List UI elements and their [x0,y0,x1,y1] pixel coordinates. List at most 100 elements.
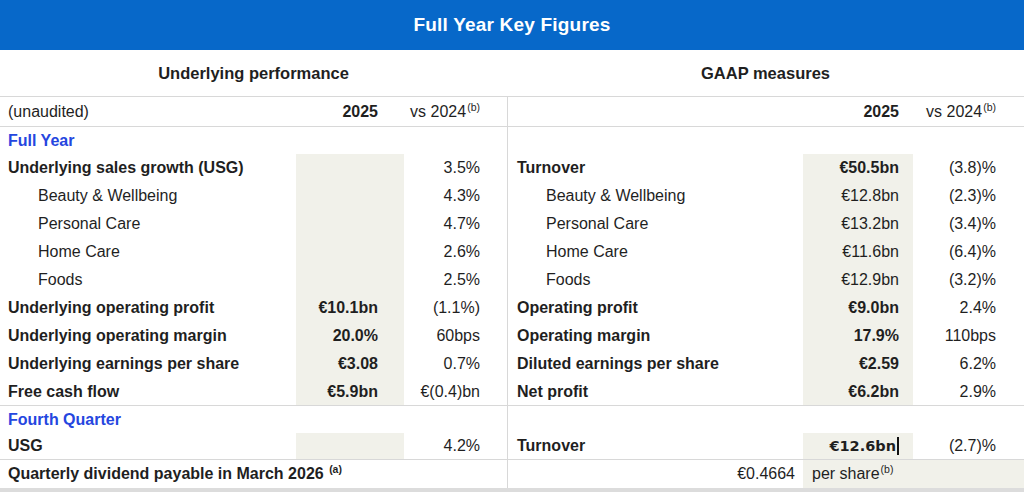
value-vs-2024: 60bps [404,322,507,350]
value-2025-cell [296,210,404,238]
section-spacer [803,406,913,433]
metric-label: Turnover [507,433,803,459]
value-2025-cell: €11.6bn [803,238,913,266]
table-bottom-border [0,488,1024,492]
value-vs-2024: 6.2% [913,350,1024,378]
value-vs-2024: 110bps [913,322,1024,350]
text-cursor [897,437,899,455]
metric-label: Beauty & Wellbeing [0,182,296,210]
value-2025-cell [296,238,404,266]
metric-label: USG [0,433,296,459]
value-2025-cell: €13.2bn [803,210,913,238]
metric-label: Personal Care [0,210,296,238]
section-spacer [913,127,1024,154]
table-row: Home Care 2.6% Home Care €11.6bn (6.4)% [0,238,1024,266]
section-row-fourth-quarter: Fourth Quarter [0,406,1024,433]
value-vs-2024: 2.6% [404,238,507,266]
section-spacer [913,406,1024,433]
metric-label: Home Care [0,238,296,266]
value-vs-2024: €(0.4)bn [404,378,507,405]
editable-value-2025-cell[interactable]: €12.6bn [803,433,913,459]
metric-label: Underlying operating margin [0,322,296,350]
value-2025-cell [296,154,404,182]
column-header-2025-left: 2025 [296,97,404,126]
table-row: Underlying earnings per share €3.08 0.7%… [0,350,1024,378]
dividend-unit: per share(b) [803,460,1024,488]
value-vs-2024: (2.3)% [913,182,1024,210]
value-vs-2024: 4.2% [404,433,507,459]
value-vs-2024: (1.1%) [404,294,507,322]
vs2024-text: vs 2024 [926,103,982,121]
section-title-fourth-quarter: Fourth Quarter [0,406,507,433]
page-title: Full Year Key Figures [413,14,610,36]
group-header-gaap: GAAP measures [507,64,1024,83]
key-figures-table: Full Year Key Figures Underlying perform… [0,0,1024,494]
value-2025-cell: €12.8bn [803,182,913,210]
column-header-vs2024-left: vs 2024(b) [404,97,507,126]
column-header-vs2024-right: vs 2024(b) [913,97,1024,126]
value-vs-2024: 2.4% [913,294,1024,322]
value-vs-2024: (2.7)% [913,433,1024,459]
table-row: Beauty & Wellbeing 4.3% Beauty & Wellbei… [0,182,1024,210]
value-2025-cell: €12.9bn [803,266,913,294]
value-vs-2024: (3.8)% [913,154,1024,182]
table-row: Underlying operating margin 20.0% 60bps … [0,322,1024,350]
metric-label: Underlying operating profit [0,294,296,322]
metric-label: Operating margin [507,322,803,350]
value-2025-cell: €5.9bn [296,378,404,405]
metric-label: Net profit [507,378,803,405]
table-row: Foods 2.5% Foods €12.9bn (3.2)% [0,266,1024,294]
dividend-row: Quarterly dividend payable in March 2026… [0,460,1024,488]
value-vs-2024: 4.7% [404,210,507,238]
table-row: Free cash flow €5.9bn €(0.4)bn Net profi… [0,378,1024,406]
value-2025-cell: €9.0bn [803,294,913,322]
section-spacer [803,127,913,154]
value-2025-cell [296,182,404,210]
section-spacer [507,406,803,433]
dividend-label: Quarterly dividend payable in March 2026… [0,460,507,488]
metric-label: Underlying sales growth (USG) [0,154,296,182]
table-row: Personal Care 4.7% Personal Care €13.2bn… [0,210,1024,238]
value-vs-2024: 2.9% [913,378,1024,405]
unaudited-label: (unaudited) [0,97,296,126]
value-2025-cell [296,433,404,459]
value-vs-2024: 2.5% [404,266,507,294]
value-2025-cell: €2.59 [803,350,913,378]
metric-label: Home Care [507,238,803,266]
vs2024-text: vs 2024 [410,103,466,121]
value-vs-2024: (6.4)% [913,238,1024,266]
dividend-unit-text: per share [812,465,880,483]
table-row: Underlying operating profit €10.1bn (1.1… [0,294,1024,322]
value-2025-cell: 17.9% [803,322,913,350]
edited-cell-value[interactable]: €12.6bn [829,438,896,454]
metric-label: Foods [507,266,803,294]
value-2025-cell: €6.2bn [803,378,913,405]
metric-label: Turnover [507,154,803,182]
metric-label: Beauty & Wellbeing [507,182,803,210]
value-vs-2024: (3.4)% [913,210,1024,238]
table-row: USG 4.2% Turnover €12.6bn (2.7)% [0,433,1024,460]
metric-label: Diluted earnings per share [507,350,803,378]
metric-label: Personal Care [507,210,803,238]
column-header-2025-right: 2025 [803,97,913,126]
value-vs-2024: 0.7% [404,350,507,378]
section-title-full-year: Full Year [0,127,507,154]
empty-header-cell [507,97,803,126]
table-header-row: (unaudited) 2025 vs 2024(b) 2025 vs 2024… [0,96,1024,127]
dividend-amount: €0.4664 [507,460,803,488]
value-2025-cell: €3.08 [296,350,404,378]
column-group-headers: Underlying performance GAAP measures [0,50,1024,96]
metric-label: Operating profit [507,294,803,322]
value-vs-2024: 3.5% [404,154,507,182]
section-row-full-year: Full Year [0,127,1024,154]
table-row: Underlying sales growth (USG) 3.5% Turno… [0,154,1024,182]
value-2025-cell [296,266,404,294]
value-2025-cell: €10.1bn [296,294,404,322]
value-2025-cell: €50.5bn [803,154,913,182]
metric-label: Foods [0,266,296,294]
dividend-label-text: Quarterly dividend payable in March 2026 [8,465,324,483]
value-vs-2024: (3.2)% [913,266,1024,294]
metric-label: Free cash flow [0,378,296,405]
section-spacer [507,127,803,154]
group-header-underlying: Underlying performance [0,64,507,83]
